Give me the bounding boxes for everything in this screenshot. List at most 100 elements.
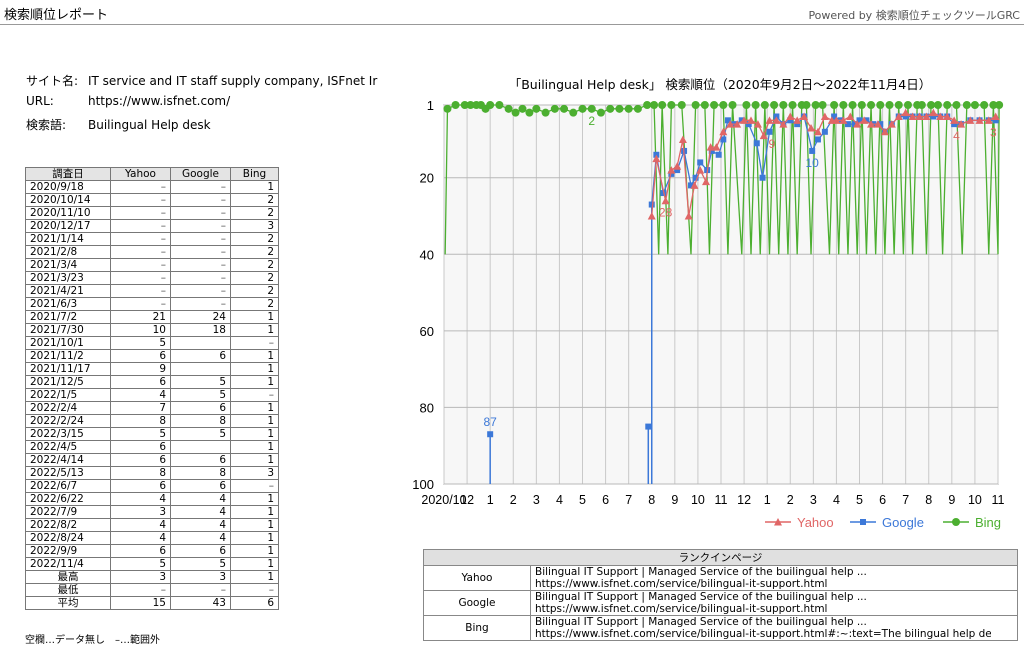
table-row: 2020/11/10– –2 (25, 206, 279, 220)
rank-cell: 1 (230, 570, 279, 584)
table-row: 2021/11/17 9 1 (25, 362, 279, 376)
google-point (645, 423, 652, 430)
rank-table-header-cell: Google (170, 167, 231, 181)
landing-page-title: Bilingual IT Support | Managed Service o… (535, 591, 867, 603)
row-label-cell: 最高 (25, 570, 111, 584)
yahoo-point (908, 112, 917, 120)
rank-cell: 6 (110, 453, 171, 467)
landing-page-cell: Bilingual IT Support | Managed Service o… (530, 615, 1018, 641)
url-row: URL: https://www.isfnet.com/ (26, 94, 230, 108)
rank-cell: – (110, 232, 171, 246)
google-point (821, 128, 828, 135)
yahoo-point (667, 166, 676, 174)
rank-cell: – (230, 388, 279, 402)
x-tick-label: 2 (510, 493, 517, 507)
engine-name: Yahoo (423, 565, 531, 591)
row-label-cell: 2021/10/1 (25, 336, 111, 350)
table-row: 2022/7/9 3 4 1 (25, 505, 279, 519)
chart-series: 2 87 10 28 9 4 3 (443, 101, 1004, 484)
yahoo-line (651, 111, 997, 217)
landing-page-url[interactable]: https://www.isfnet.com/service/bilingual… (535, 628, 991, 640)
x-tick-label: 1 (487, 493, 494, 507)
bing-point (606, 104, 615, 113)
yahoo-point (922, 112, 931, 120)
yahoo-point (820, 112, 829, 120)
rank-cell: – (170, 297, 231, 311)
legend-marker (860, 519, 866, 525)
bing-point (894, 101, 903, 109)
bing-point (788, 101, 797, 109)
row-label-cell: 2022/8/2 (25, 518, 111, 532)
bing-point (691, 101, 700, 109)
google-point (951, 121, 958, 128)
yahoo-point (690, 181, 699, 189)
yahoo-point (786, 112, 795, 120)
powered-by-text: Powered by 検索順位チェックツールGRC (808, 9, 1020, 22)
bing-point (995, 101, 1004, 109)
rank-cell: 5 (170, 427, 231, 441)
yahoo-point (678, 135, 687, 143)
rank-cell: 6 (170, 453, 231, 467)
bing-point (779, 101, 788, 109)
rank-cell: 8 (170, 466, 231, 480)
row-label-cell: 2022/3/15 (25, 427, 111, 441)
rank-cell: 4 (110, 531, 171, 545)
table-row: 2022/4/5 6 1 (25, 440, 279, 454)
bing-point (885, 101, 894, 109)
rank-cell: 4 (170, 492, 231, 506)
rank-cell: 6 (110, 544, 171, 558)
rank-cell: – (170, 219, 231, 233)
url-value: https://www.isfnet.com/ (88, 94, 231, 108)
landing-page-url[interactable]: https://www.isfnet.com/service/bilingual… (535, 578, 828, 590)
bing-point (624, 104, 633, 113)
table-row: 2021/2/8– –2 (25, 245, 279, 259)
landing-page-url[interactable]: https://www.isfnet.com/service/bilingual… (535, 603, 828, 615)
y-tick-label: 20 (420, 171, 434, 186)
rank-table-header-cell: Bing (230, 167, 279, 181)
rank-cell: 1 (230, 440, 279, 454)
google-point (738, 117, 745, 124)
rank-cell: 24 (170, 310, 231, 324)
rank-cell: – (170, 206, 231, 220)
bing-point (587, 104, 596, 113)
y-tick-label: 60 (420, 324, 434, 339)
table-row: 2020/10/14– –2 (25, 193, 279, 207)
yahoo-point (747, 116, 756, 124)
x-tick-label: 4 (833, 493, 840, 507)
bing-point (677, 101, 686, 109)
google-point (794, 121, 801, 128)
table-row: 2021/10/1 5 – (25, 336, 279, 350)
bing-point (667, 101, 676, 109)
rank-cell: 8 (170, 414, 231, 428)
rank-cell: – (110, 193, 171, 207)
google-point (668, 170, 675, 177)
yahoo-point (991, 112, 1000, 120)
row-label-cell: 2022/11/4 (25, 557, 111, 571)
landing-page-row: Yahoo Bilingual IT Support | Managed Serv… (423, 565, 1018, 591)
legend-marker (774, 518, 782, 526)
bing-point (596, 108, 605, 117)
yahoo-point (740, 116, 749, 124)
rank-cell: 5 (170, 557, 231, 571)
table-row: 2022/1/5 4 5– (25, 388, 279, 402)
google-point (720, 136, 727, 143)
table-row: 2021/7/2 21 24 1 (25, 310, 279, 324)
row-label-cell: 2022/2/24 (25, 414, 111, 428)
yahoo-point (901, 108, 910, 117)
rank-cell: 9 (110, 362, 171, 376)
yahoo-point (772, 116, 781, 124)
rank-cell: 1 (230, 427, 279, 441)
data-label: 2 (588, 114, 595, 128)
bing-point (876, 101, 885, 109)
rank-cell: 1 (230, 531, 279, 545)
report-title: 検索順位レポート (4, 8, 109, 23)
google-point (674, 167, 681, 174)
rank-cell: 6 (110, 375, 171, 389)
rank-cell: – (110, 180, 171, 194)
rank-cell: – (110, 284, 171, 298)
bing-point (633, 104, 642, 113)
google-point (851, 121, 858, 128)
rank-cell: 2 (230, 193, 279, 207)
landing-page-row: Google Bilingual IT Support | Managed Ser… (423, 590, 1018, 616)
data-label: 9 (768, 137, 775, 151)
